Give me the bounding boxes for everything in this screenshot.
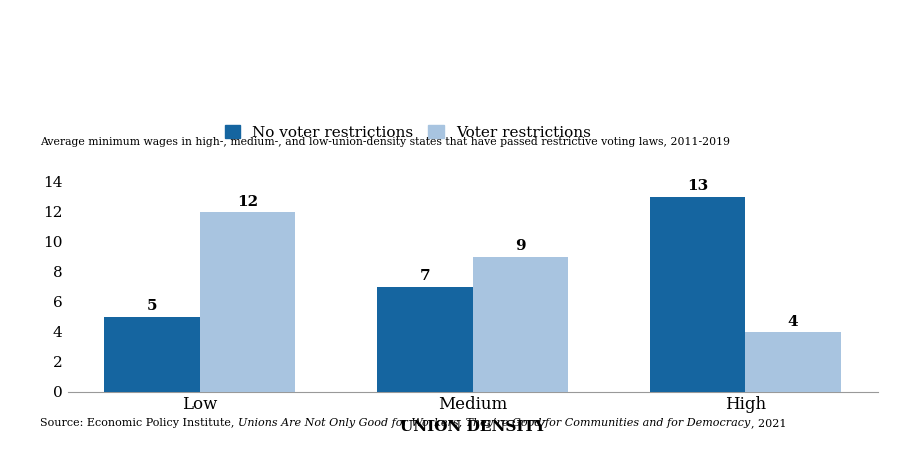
Legend: No voter restrictions, Voter restrictions: No voter restrictions, Voter restriction…	[225, 125, 590, 140]
Text: Low-Union-Density States than in High-Union-Density States: Low-Union-Density States than in High-Un…	[46, 86, 854, 110]
Bar	[745, 332, 841, 392]
Text: 5: 5	[147, 300, 158, 314]
Text: Source: Economic Policy Institute,: Source: Economic Policy Institute,	[40, 418, 239, 428]
X-axis label: UNION DENSITY: UNION DENSITY	[400, 420, 545, 434]
Text: 7: 7	[419, 270, 430, 284]
Text: , 2021: , 2021	[751, 418, 786, 428]
Text: Unions Are Not Only Good for Workers, They’re Good for Communities and for Democ: Unions Are Not Only Good for Workers, Th…	[238, 418, 751, 428]
Bar	[104, 316, 200, 392]
Text: Voter Restriction Bills Are More Likely to Pass in: Voter Restriction Bills Are More Likely …	[125, 34, 775, 58]
Bar	[200, 212, 295, 392]
Text: 4: 4	[788, 315, 798, 328]
Bar	[650, 197, 745, 392]
Text: 9: 9	[515, 239, 526, 253]
Bar	[377, 287, 472, 392]
Text: Average minimum wages in high-, medium-, and low-union-density states that have : Average minimum wages in high-, medium-,…	[40, 137, 731, 147]
Text: 13: 13	[687, 180, 708, 194]
Bar	[472, 256, 568, 392]
Text: 12: 12	[237, 194, 258, 208]
